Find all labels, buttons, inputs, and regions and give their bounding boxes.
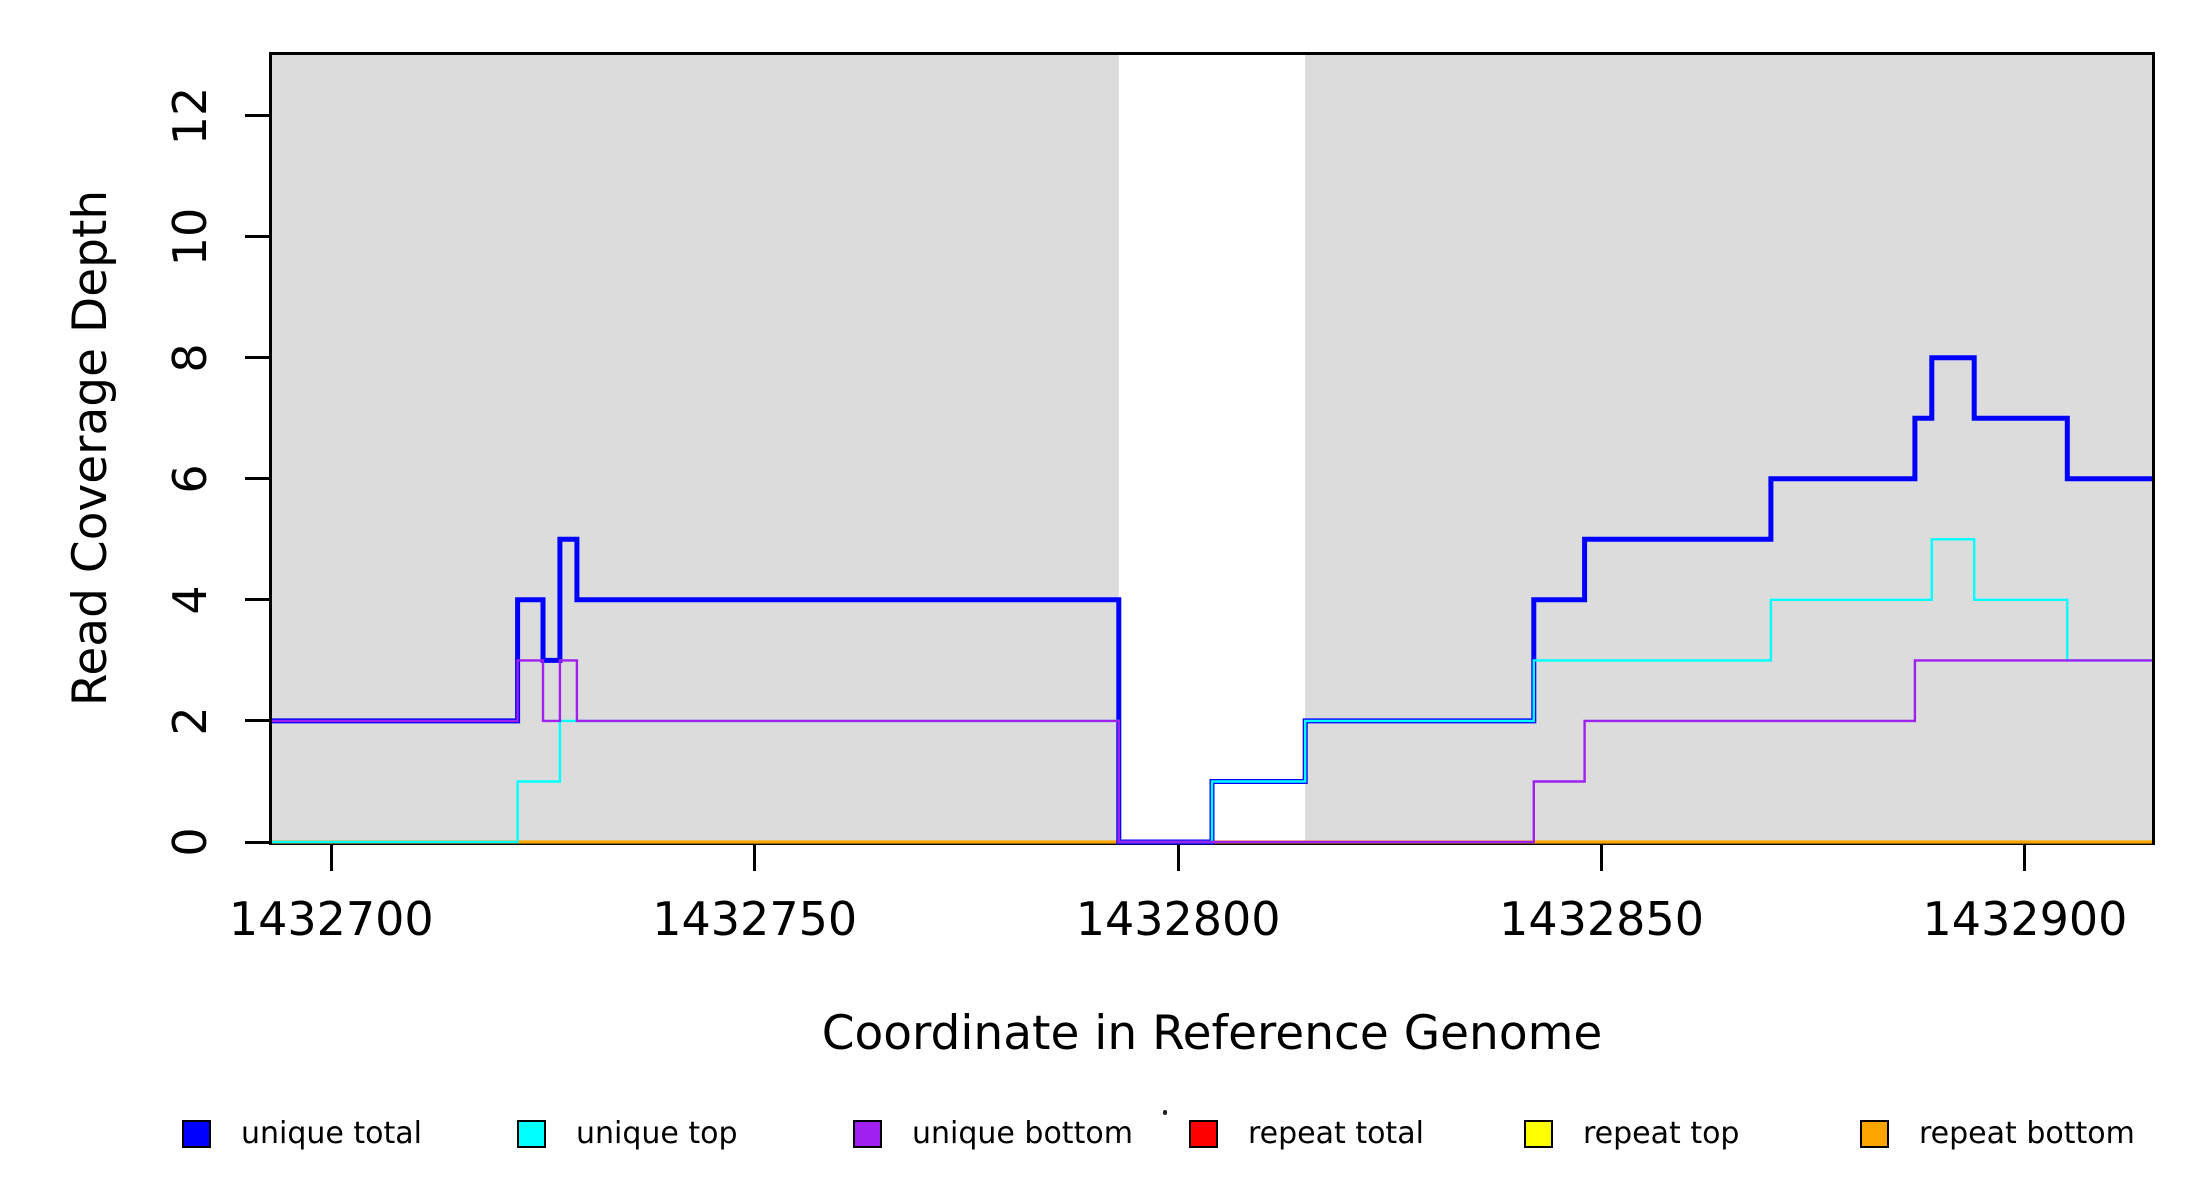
- shaded-region-1: [272, 55, 1119, 842]
- legend-swatch-unique-top: [517, 1120, 546, 1148]
- x-tick-label-1432800: 1432800: [1075, 892, 1281, 946]
- x-tick-label-1432700: 1432700: [228, 892, 434, 946]
- y-tick-label-4: 4: [163, 585, 217, 615]
- legend-item-repeat-total: repeat total: [1189, 1114, 1424, 1154]
- y-tick-mark-6: [245, 477, 271, 481]
- legend-label-repeat-top: repeat top: [1583, 1116, 1740, 1151]
- legend-item-unique-bottom: unique bottom: [853, 1114, 1133, 1154]
- y-tick-label-0: 0: [163, 827, 217, 857]
- legend-label-unique-bottom: unique bottom: [912, 1116, 1133, 1151]
- y-tick-mark-12: [245, 114, 271, 118]
- x-tick-mark-1432750: [753, 845, 757, 871]
- legend: unique total unique top unique bottom repea…: [0, 1114, 2200, 1162]
- x-axis-title: Coordinate in Reference Genome: [821, 1006, 1603, 1061]
- legend-item-unique-top: unique top: [517, 1114, 738, 1154]
- series-line-unique-bottom: [272, 659, 2152, 844]
- y-tick-mark-4: [245, 598, 271, 602]
- legend-swatch-unique-bottom: [853, 1120, 882, 1148]
- x-tick-label-1432850: 1432850: [1499, 892, 1704, 946]
- plot-svg: [272, 55, 2152, 845]
- x-tick-mark-1432900: [2023, 845, 2027, 871]
- legend-item-repeat-bottom: repeat bottom: [1860, 1114, 2135, 1154]
- legend-swatch-repeat-bottom: [1860, 1120, 1889, 1148]
- y-tick-mark-2: [245, 719, 271, 723]
- series-line-unique-top: [272, 538, 2152, 844]
- x-tick-mark-1432800: [1176, 845, 1180, 871]
- legend-label-repeat-bottom: repeat bottom: [1919, 1116, 2135, 1151]
- y-tick-mark-8: [245, 356, 271, 360]
- legend-item-repeat-top: repeat top: [1524, 1114, 1739, 1154]
- y-axis-title: Read Coverage Depth: [63, 189, 118, 707]
- legend-label-unique-top: unique top: [576, 1116, 738, 1151]
- legend-swatch-repeat-top: [1524, 1120, 1553, 1148]
- y-tick-mark-10: [245, 235, 271, 239]
- y-tick-label-6: 6: [163, 464, 217, 494]
- y-tick-label-2: 2: [163, 706, 217, 736]
- plot-area: [269, 52, 2155, 845]
- shaded-region-2: [1305, 55, 2152, 842]
- y-tick-label-10: 10: [163, 207, 217, 266]
- x-tick-mark-1432700: [329, 845, 333, 871]
- y-tick-mark-0: [245, 840, 271, 844]
- x-tick-label-1432900: 1432900: [1922, 892, 2128, 946]
- x-tick-mark-1432850: [1600, 845, 1604, 871]
- legend-label-repeat-total: repeat total: [1248, 1116, 1424, 1151]
- x-tick-label-1432750: 1432750: [652, 892, 858, 946]
- legend-item-unique-total: unique total: [182, 1114, 422, 1154]
- y-tick-label-12: 12: [163, 86, 217, 145]
- legend-swatch-repeat-total: [1189, 1120, 1218, 1148]
- y-tick-label-8: 8: [163, 343, 217, 373]
- legend-swatch-unique-total: [182, 1120, 211, 1148]
- legend-label-unique-total: unique total: [241, 1116, 423, 1151]
- stray-dot: [1163, 1110, 1167, 1115]
